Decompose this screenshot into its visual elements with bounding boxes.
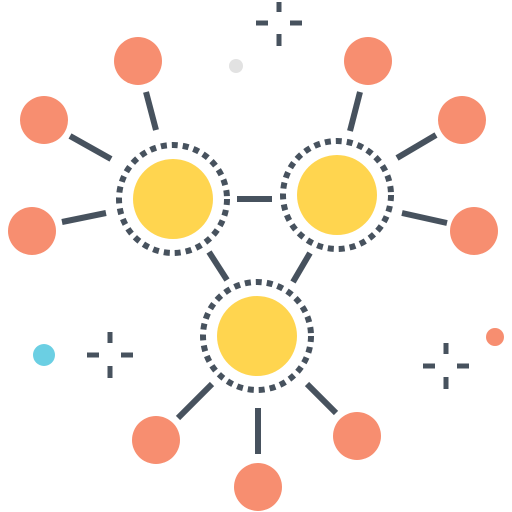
node-left-top <box>114 37 162 85</box>
dot-blue <box>33 344 55 366</box>
sparkle-top <box>256 2 302 46</box>
node-left-mid <box>20 96 68 144</box>
node-right-low <box>450 207 498 255</box>
node-left-low <box>8 207 56 255</box>
spoke-bottom-left <box>175 381 215 421</box>
spoke-bottom-right <box>304 381 339 416</box>
link-hub-right-bottom <box>290 251 313 284</box>
spoke-left-low <box>61 210 107 225</box>
hub-right <box>280 138 394 252</box>
dot-gray <box>229 59 243 73</box>
hub-bottom <box>200 279 314 393</box>
dot-orange <box>486 328 504 346</box>
node-bottom-left <box>132 416 180 464</box>
hub-left <box>116 142 230 256</box>
sparkle-left <box>87 332 133 378</box>
link-hub-left-bottom <box>206 250 230 282</box>
node-right-mid <box>438 96 486 144</box>
spoke-right-top <box>347 91 363 132</box>
spoke-left-mid <box>68 133 113 162</box>
sparkle-right <box>423 343 469 389</box>
spoke-right-mid <box>395 132 438 161</box>
spoke-right-low <box>401 210 448 226</box>
spoke-left-top <box>143 91 159 131</box>
node-bottom-mid <box>234 463 282 511</box>
node-right-top <box>344 37 392 85</box>
node-bottom-right <box>333 412 381 460</box>
